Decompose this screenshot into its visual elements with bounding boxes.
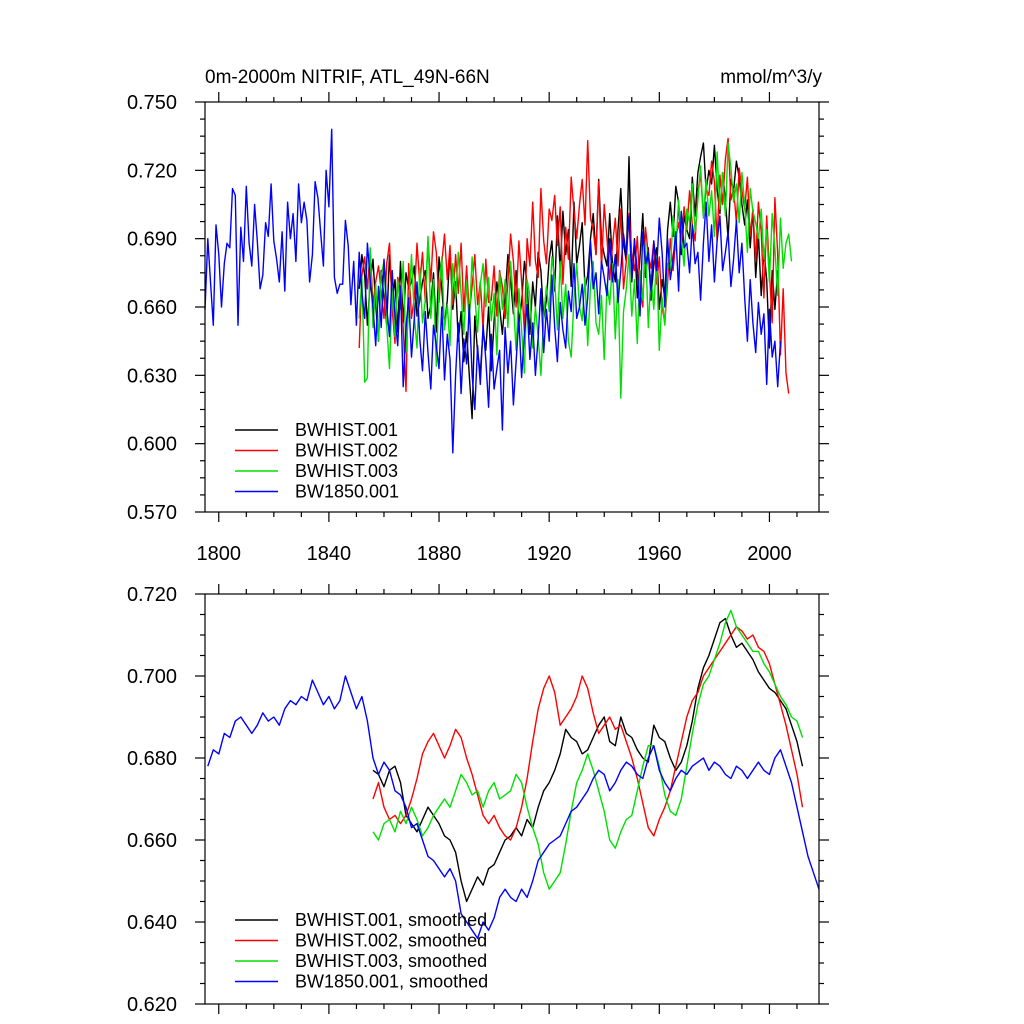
legend-label: BWHIST.002: [295, 441, 398, 461]
x-tick-label: 1920: [527, 543, 572, 565]
y-tick-label: 0.660: [127, 297, 177, 319]
y-tick-label: 0.700: [127, 666, 177, 688]
legend-label: BW1850.001: [295, 482, 399, 502]
y-tick-label: 0.720: [127, 160, 177, 182]
y-tick-label: 0.680: [127, 748, 177, 770]
units-label: mmol/m^3/y: [720, 67, 822, 88]
y-tick-label: 0.690: [127, 229, 177, 251]
x-tick-label: 1840: [307, 543, 352, 565]
series-line-2: [372, 626, 804, 841]
series-layer: [207, 609, 820, 940]
series-layer: [204, 128, 793, 454]
legend-label: BWHIST.003: [295, 461, 398, 481]
bottom-panel: 0.620 0.640 0.660 0.680 0.700 0.720 BWHIST.00…: [127, 584, 829, 1016]
legend-label: BW1850.001, smoothed: [295, 972, 488, 992]
y-tick-label: 0.640: [127, 912, 177, 934]
series-line-1: [358, 142, 779, 420]
y-tick-label: 0.720: [127, 584, 177, 606]
series-line-4: [204, 128, 782, 454]
y-tick-label: 0.660: [127, 830, 177, 852]
legend-label: BWHIST.003, smoothed: [295, 951, 487, 971]
legend-label: BWHIST.002, smoothed: [295, 931, 487, 951]
x-tick-label: 1800: [197, 543, 242, 565]
legend-label: BWHIST.001, smoothed: [295, 910, 487, 930]
y-tick-label: 0.570: [127, 502, 177, 524]
series-line-3: [372, 609, 804, 890]
y-tick-label: 0.750: [127, 92, 177, 114]
y-tick-label: 0.620: [127, 994, 177, 1016]
top-panel: 0m-2000m NITRIF, ATL_49N-66N mmol/m^3/y …: [127, 67, 829, 565]
series-line-4: [207, 675, 820, 940]
ticks-layer: 0.620 0.640 0.660 0.680 0.700 0.720: [127, 584, 829, 1016]
x-tick-label: 2000: [747, 543, 792, 565]
legend-label: BWHIST.001: [295, 420, 398, 440]
y-tick-label: 0.600: [127, 434, 177, 456]
chart-title: 0m-2000m NITRIF, ATL_49N-66N: [205, 67, 490, 88]
y-tick-label: 0.630: [127, 365, 177, 387]
x-tick-label: 1880: [417, 543, 462, 565]
ticks-layer: 0.570 0.600 0.630 0.660 0.690 0.720 0.750 1800 1…: [127, 92, 829, 565]
x-tick-label: 1960: [637, 543, 682, 565]
